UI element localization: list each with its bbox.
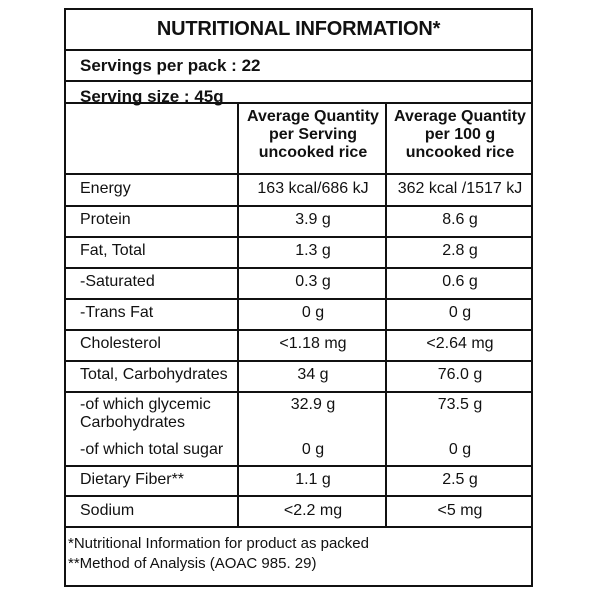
divider-line [66,173,531,175]
divider-line [66,298,531,300]
cholesterol-per-serving: <1.18 mg [279,335,347,352]
divider-line [66,360,531,362]
column-divider [385,102,387,526]
divider-line [66,391,531,393]
row-label-fat-total: Fat, Total [80,242,146,259]
glycemic-carbohydrates-per-serving: 32.9 g [290,396,336,413]
cholesterol-per-100g: <2.64 mg [426,335,494,352]
column-header-per-100g: Average Quantity per 100 g uncooked rice [387,108,533,162]
footnote-method: **Method of Analysis (AOAC 985. 29) [68,555,317,572]
dietary-fiber-per-serving: 1.1 g [295,471,331,488]
column-header-line: per Serving [268,126,358,143]
row-label-total-sugar: -of which total sugar [80,441,224,458]
row-label-glycemic-carbohydrates: -of which glycemic Carbohydrates [80,396,211,432]
row-label-trans-fat: -Trans Fat [80,304,154,321]
energy-per-100g: 362 kcal /1517 kJ [397,180,523,197]
divider-line [66,49,531,51]
row-label-protein: Protein [80,211,131,228]
divider-line [66,205,531,207]
nutrition-facts-panel: NUTRITIONAL INFORMATION* Servings per pa… [64,8,533,587]
row-label-energy: Energy [80,180,131,197]
saturated-per-100g: 0.6 g [442,273,478,290]
column-header-line: uncooked rice [405,144,515,161]
serving-size: Serving size : 45g [80,87,224,106]
protein-per-serving: 3.9 g [295,211,331,228]
row-label-cholesterol: Cholesterol [80,335,161,352]
sodium-per-serving: <2.2 mg [283,502,343,519]
row-label-total-carbohydrates: Total, Carbohydrates [80,366,228,383]
row-label-dietary-fiber: Dietary Fiber** [80,471,185,488]
panel-title: NUTRITIONAL INFORMATION* [156,18,441,40]
sodium-per-100g: <5 mg [437,502,483,519]
total-sugar-per-serving: 0 g [301,441,325,458]
total-carbohydrates-per-100g: 76.0 g [437,366,483,383]
fat-total-per-100g: 2.8 g [442,242,478,259]
trans-fat-per-serving: 0 g [301,304,325,321]
divider-line [66,465,531,467]
servings-per-pack: Servings per pack : 22 [80,56,261,75]
footnote-packed: *Nutritional Information for product as … [68,535,369,552]
divider-line [66,329,531,331]
total-sugar-per-100g: 0 g [448,441,472,458]
row-label-saturated: -Saturated [80,273,155,290]
column-header-line: uncooked rice [258,144,368,161]
divider-line [66,526,531,528]
row-label-line: Carbohydrates [80,414,185,431]
divider-line [66,495,531,497]
saturated-per-serving: 0.3 g [295,273,331,290]
trans-fat-per-100g: 0 g [448,304,472,321]
fat-total-per-serving: 1.3 g [295,242,331,259]
column-header-line: per 100 g [424,126,496,143]
column-header-line: Average Quantity [394,108,526,125]
total-carbohydrates-per-serving: 34 g [297,366,329,383]
column-header-line: Average Quantity [247,108,379,125]
divider-line [66,236,531,238]
protein-per-100g: 8.6 g [442,211,478,228]
row-label-line: -of which glycemic [80,396,211,413]
glycemic-carbohydrates-per-100g: 73.5 g [437,396,483,413]
row-label-sodium: Sodium [80,502,135,519]
divider-line [66,267,531,269]
divider-line [66,80,531,82]
column-divider [237,102,239,526]
divider-line [66,102,531,104]
column-header-per-serving: Average Quantity per Serving uncooked ri… [239,108,387,162]
dietary-fiber-per-100g: 2.5 g [442,471,478,488]
energy-per-serving: 163 kcal/686 kJ [257,180,369,197]
